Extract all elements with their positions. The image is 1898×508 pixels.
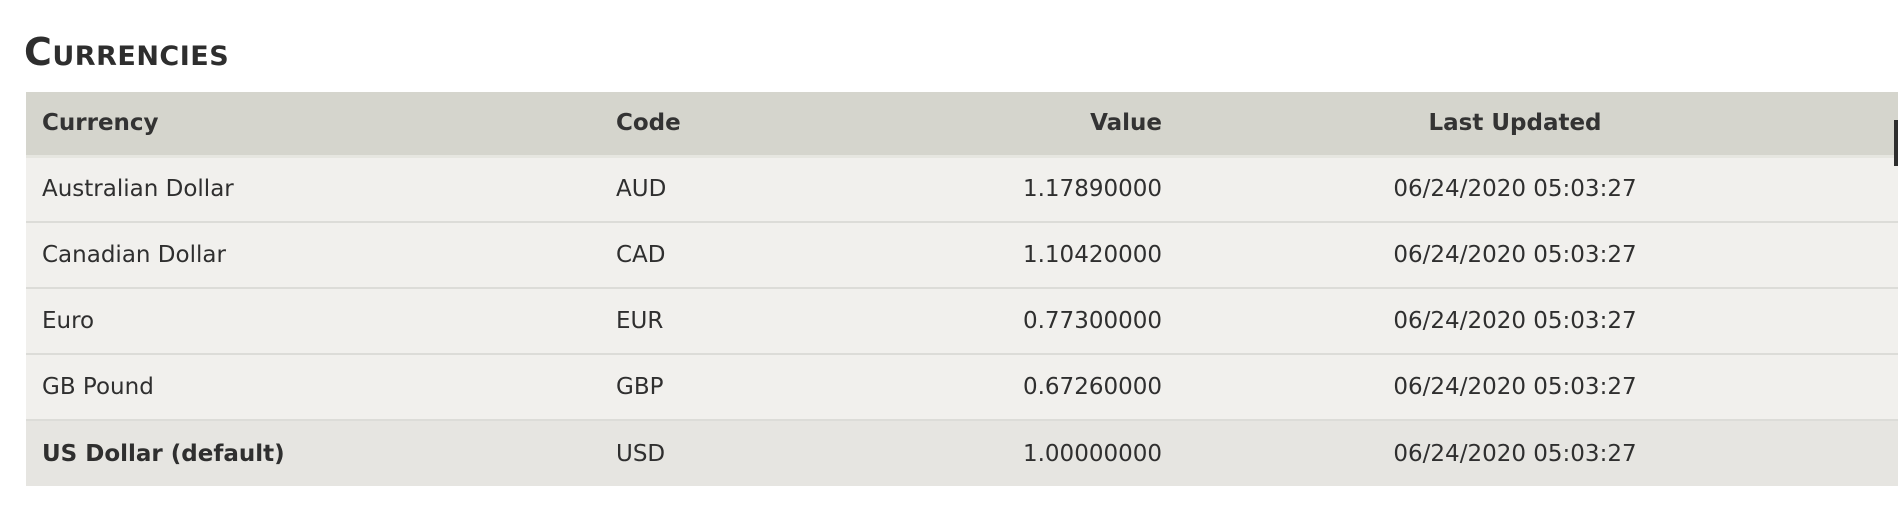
page-title: Currencies [24,30,230,74]
last-updated: 06/24/2020 05:03:27 [1178,288,1808,355]
currency-name: Canadian Dollar [26,222,600,289]
currency-code: AUD [600,156,848,223]
currency-name: US Dollar (default) [42,440,285,467]
currency-code: USD [616,440,666,467]
currency-value: 1.00000000 [1022,440,1162,467]
header-value: Value [848,92,1178,158]
currency-value: 0.77300000 [848,288,1178,355]
currencies-table-container: Currency Code Value Last Updated Action … [26,92,1898,486]
currency-code: CAD [600,222,848,289]
header-action: Action [1808,92,1898,158]
table-row[interactable]: Euro EUR 0.77300000 06/24/2020 05:03:27 [26,288,1898,355]
table-row[interactable]: GB Pound GBP 0.67260000 06/24/2020 05:03… [26,354,1898,421]
action-cell [1808,288,1898,355]
currency-name: Euro [26,288,600,355]
currency-name: GB Pound [26,354,600,421]
action-cell [1808,222,1898,289]
scrollbar-edge[interactable] [1894,120,1898,166]
last-updated: 06/24/2020 05:03:27 [1178,156,1808,223]
currency-value: 1.10420000 [848,222,1178,289]
table-row[interactable]: Australian Dollar AUD 1.17890000 06/24/2… [26,156,1898,223]
currency-value: 1.17890000 [848,156,1178,223]
currency-value: 0.67260000 [848,354,1178,421]
action-cell [1808,420,1898,486]
currencies-table: Currency Code Value Last Updated Action … [26,92,1898,486]
action-cell [1808,354,1898,421]
header-code: Code [600,92,848,158]
header-currency: Currency [26,92,600,158]
currency-code: GBP [600,354,848,421]
table-row-default[interactable]: US Dollar (default) USD 1.00000000 06/24… [26,420,1898,486]
header-last-updated: Last Updated [1178,92,1808,158]
currency-code: EUR [600,288,848,355]
action-cell [1808,156,1898,223]
last-updated: 06/24/2020 05:03:27 [1393,440,1637,467]
currency-name: Australian Dollar [26,156,600,223]
table-row[interactable]: Canadian Dollar CAD 1.10420000 06/24/202… [26,222,1898,289]
table-header-row: Currency Code Value Last Updated Action [26,92,1898,158]
last-updated: 06/24/2020 05:03:27 [1178,222,1808,289]
last-updated: 06/24/2020 05:03:27 [1178,354,1808,421]
